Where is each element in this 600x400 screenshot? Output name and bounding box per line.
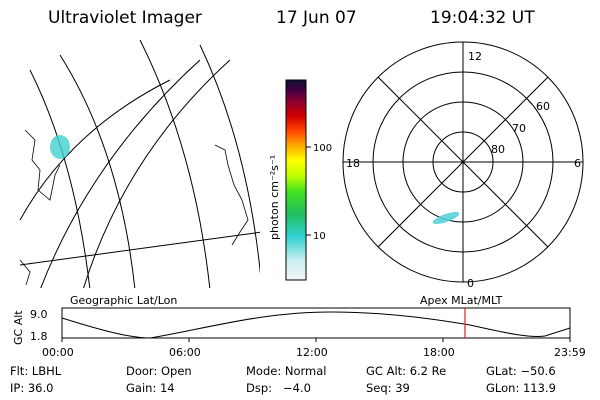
lat-line-1 <box>19 79 171 221</box>
info-mode: Mode: Normal <box>246 364 327 378</box>
colorbar <box>285 79 307 281</box>
info-door: Door: Open <box>126 364 192 378</box>
meridian-1 <box>29 69 91 288</box>
geographic-map <box>19 40 260 288</box>
altitude-ytick-high: 9.0 <box>30 308 48 321</box>
coastline-3 <box>19 259 31 286</box>
info-ip: IP: 36.0 <box>10 381 54 395</box>
coastline-1 <box>24 129 61 201</box>
altitude-curve <box>61 311 571 339</box>
right-panel-caption: Apex MLat/MLT <box>420 294 503 307</box>
mlt-label-6: 6 <box>574 157 581 170</box>
altitude-plot <box>61 307 571 342</box>
info-filter: Flt: LBHL <box>10 364 62 378</box>
lon-line <box>19 231 260 266</box>
xtick-label-1800: 18:00 <box>423 346 455 359</box>
mlt-label-0: 0 <box>467 277 474 290</box>
info-dsp: Dsp: −4.0 <box>246 381 311 395</box>
mlt-diag-2 <box>377 76 549 248</box>
time-label: 19:04:32 UT <box>430 8 535 28</box>
xtick-label-1200: 12:00 <box>296 346 328 359</box>
mlat-label-60: 60 <box>536 100 550 113</box>
polar-plot <box>342 41 584 283</box>
date-label: 17 Jun 07 <box>276 8 357 28</box>
instrument-title: Ultraviolet Imager <box>48 8 202 28</box>
mlt-label-12: 12 <box>468 50 482 63</box>
info-glat: GLat: −50.6 <box>486 364 556 378</box>
info-seq: Seq: 39 <box>366 381 410 395</box>
colorbar-tick-label-10: 10 <box>313 231 326 242</box>
info-gain: Gain: 14 <box>126 381 175 395</box>
xtick-label-2359: 23:59 <box>554 346 586 359</box>
lat-line-2 <box>40 59 201 288</box>
left-panel-caption: Geographic Lat/Lon <box>70 294 177 307</box>
mlat-label-80: 80 <box>491 143 505 156</box>
meridian-2 <box>59 54 136 288</box>
lat-line-3 <box>83 59 231 288</box>
meridian-3 <box>139 40 211 288</box>
info-glon: GLon: 113.9 <box>486 381 556 395</box>
meridian-4 <box>199 44 260 275</box>
mlt-label-18: 18 <box>346 157 360 170</box>
altitude-ylabel: GC Alt <box>12 310 25 345</box>
altitude-ytick-low: 1.8 <box>30 330 48 343</box>
info-gc-alt: GC Alt: 6.2 Re <box>366 364 447 378</box>
aurora-blob-polar <box>432 211 460 225</box>
xtick-label-0600: 06:00 <box>169 346 201 359</box>
aurora-blob-geo <box>50 135 70 159</box>
colorbar-unit-label: photon cm⁻²s⁻¹ <box>268 155 281 240</box>
xtick-label-0000: 00:00 <box>42 346 74 359</box>
mlat-label-70: 70 <box>512 122 526 135</box>
colorbar-tick-label-100: 100 <box>313 143 332 154</box>
coastline-2 <box>214 144 249 246</box>
